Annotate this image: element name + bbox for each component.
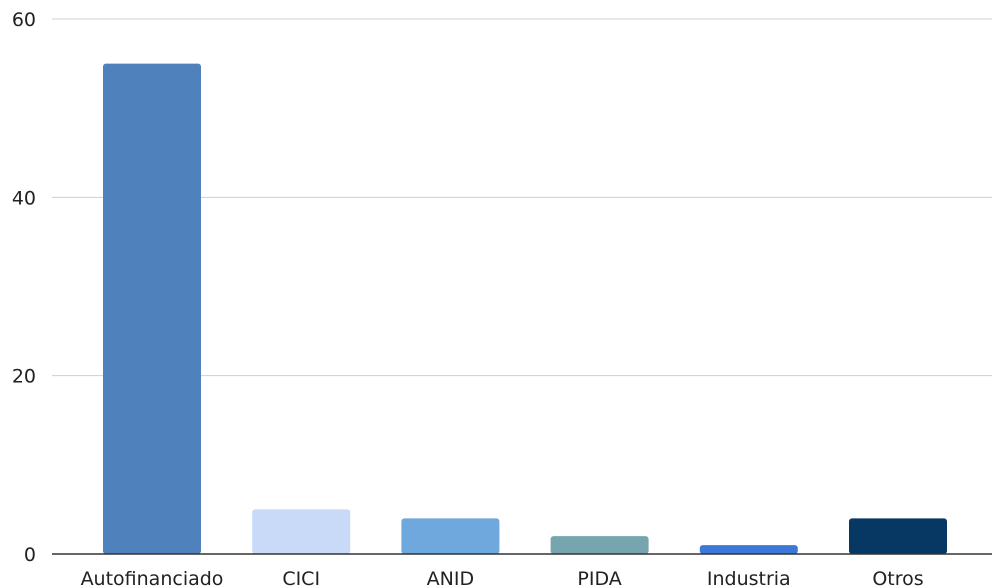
x-category-label: Industria <box>707 568 791 588</box>
bar-autofinanciado <box>103 63 201 554</box>
bar-pida <box>550 536 649 554</box>
y-tick-label: 40 <box>12 187 36 209</box>
bar-industria <box>699 545 798 554</box>
y-tick-label: 20 <box>12 366 36 388</box>
y-tick-labels: 0 20 40 60 <box>12 9 36 566</box>
x-category-label: Otros <box>872 568 923 588</box>
bars <box>103 63 947 554</box>
grid-lines <box>52 18 992 377</box>
x-category-label: Autofinanciado <box>81 568 224 588</box>
x-category-label: ANID <box>427 568 474 588</box>
x-category-label: CICI <box>282 568 320 588</box>
bar-otros <box>849 518 947 554</box>
x-category-labels: Autofinanciado CICI ANID PIDA Industria Otros <box>81 568 924 588</box>
bar-cici <box>252 509 351 554</box>
x-category-label: PIDA <box>577 568 621 588</box>
y-tick-label: 0 <box>24 544 36 566</box>
y-tick-label: 60 <box>12 9 36 31</box>
bar-anid <box>401 518 500 554</box>
